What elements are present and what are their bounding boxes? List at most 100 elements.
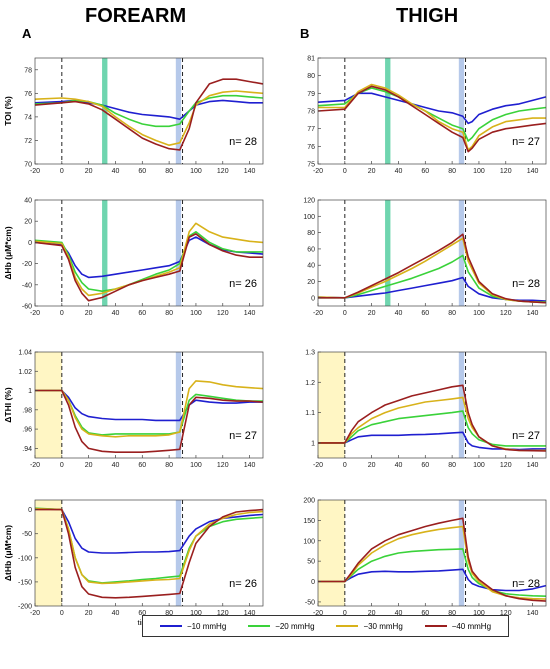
y-tick-label: 80	[307, 230, 315, 237]
x-tick-label: 140	[244, 310, 256, 317]
x-tick-label: 120	[217, 168, 229, 175]
x-tick-label: 60	[421, 462, 429, 469]
y-tick-label: 100	[303, 214, 315, 221]
plot-frame	[34, 57, 264, 165]
y-tick-label: 200	[303, 498, 315, 505]
legend-item: −40 mmHg	[424, 622, 491, 631]
baseline-band	[318, 500, 345, 606]
n-count-label: n= 27	[512, 430, 540, 442]
series-line	[318, 384, 547, 452]
marker-band-green	[385, 200, 391, 306]
series-line	[317, 92, 547, 125]
x-tick-label: 120	[217, 462, 229, 469]
x-tick-label: 120	[217, 610, 229, 617]
x-tick-label: 20	[368, 310, 376, 317]
chart-panel: -50050100150200-20020406080100120140time…	[303, 498, 547, 627]
legend-label: −20 mmHg	[275, 621, 315, 631]
marker-band-blue	[175, 500, 182, 606]
y-tick-label: -100	[18, 555, 32, 562]
y-tick-label: 20	[307, 279, 315, 286]
x-tick-label: 20	[368, 610, 376, 617]
legend-swatch	[159, 625, 182, 627]
y-tick-label: 78	[307, 109, 315, 116]
y-tick-label: 79	[307, 91, 315, 98]
y-tick-label: -50	[305, 599, 315, 606]
y-tick-label: 80	[307, 73, 315, 80]
x-tick-label: -20	[313, 610, 323, 617]
x-tick-label: 0	[60, 310, 64, 317]
x-tick-label: 60	[138, 610, 146, 617]
x-tick-label: 60	[138, 462, 146, 469]
plot-frame	[34, 199, 264, 307]
series-line	[34, 99, 263, 120]
n-count-label: n= 26	[229, 578, 257, 590]
x-tick-label: 100	[473, 310, 485, 317]
series-line	[318, 568, 547, 592]
x-tick-label: 40	[395, 610, 403, 617]
legend-label: −10 mmHg	[186, 621, 227, 631]
series-line	[35, 389, 264, 454]
series-line	[34, 236, 264, 279]
x-tick-label: 60	[138, 168, 146, 175]
x-tick-label: 140	[527, 462, 539, 469]
y-tick-label: 100	[303, 538, 315, 545]
y-tick-label: -40	[22, 282, 32, 289]
baseline-band	[35, 352, 62, 458]
x-tick-label: 100	[190, 462, 202, 469]
x-tick-label: 80	[165, 168, 173, 175]
legend-swatch	[424, 625, 447, 627]
series-line	[34, 78, 264, 151]
x-tick-label: -20	[313, 310, 323, 317]
y-tick-label: 1.1	[305, 410, 315, 417]
chart-panel: 0 20 40 60 80 100 120 -20 0 20 40 60 80 100 120 140 n= 2…	[303, 198, 547, 317]
plot-frame	[317, 499, 547, 607]
y-tick-label: 50	[307, 559, 315, 566]
x-tick-label: 140	[527, 610, 539, 617]
x-tick-label: 40	[112, 310, 120, 317]
marker-band-blue	[175, 200, 182, 306]
y-tick-label: -150	[18, 579, 32, 586]
y-tick-label: 70	[24, 162, 32, 169]
x-tick-label: -20	[313, 168, 323, 175]
x-tick-label: 0	[60, 168, 64, 175]
series-line	[35, 389, 263, 436]
y-tick-label: 1.02	[18, 369, 32, 376]
y-tick-label: 60	[307, 246, 315, 253]
y-tick-label: 0	[311, 295, 315, 302]
x-tick-label: 0	[343, 610, 347, 617]
legend-item: −20 mmHg	[248, 621, 315, 631]
y-tick-label: 1	[311, 440, 315, 447]
legend-swatch	[336, 625, 359, 627]
series-line	[318, 410, 546, 447]
x-tick-label: -20	[30, 462, 40, 469]
y-axis-label: TOI (%)	[3, 96, 13, 126]
x-tick-label: 40	[112, 610, 120, 617]
x-tick-label: 40	[395, 168, 403, 175]
y-tick-label: 0	[28, 507, 32, 514]
x-tick-label: 120	[500, 610, 512, 617]
x-tick-label: -20	[30, 168, 40, 175]
y-tick-label: 150	[303, 518, 315, 525]
x-tick-label: 40	[112, 462, 120, 469]
x-tick-label: 0	[343, 462, 347, 469]
x-tick-label: 40	[395, 310, 403, 317]
x-tick-label: 0	[343, 310, 347, 317]
chart-panel: -200-150-100-500-20 0 20 40 60 80 100 120 140ΔtH…	[3, 499, 264, 627]
x-tick-label: 100	[190, 610, 202, 617]
y-axis-label: ΔHb (μM*cm)	[3, 226, 13, 280]
x-tick-label: 140	[244, 168, 256, 175]
plot-frame	[317, 57, 547, 165]
series-line	[318, 548, 547, 597]
y-tick-label: .96	[22, 427, 32, 434]
x-tick-label: 40	[395, 462, 403, 469]
x-tick-label: 140	[244, 610, 256, 617]
marker-band-blue	[458, 58, 465, 164]
marker-band-green	[102, 200, 108, 306]
x-tick-label: 120	[217, 310, 229, 317]
n-count-label: n= 27	[512, 136, 540, 148]
chart-panel: 1 1.1 1.2 1.3 -20 0 20 40 60 80 100 120 140 n= 27	[305, 350, 547, 469]
y-tick-label: 40	[307, 263, 315, 270]
x-tick-label: 140	[244, 462, 256, 469]
